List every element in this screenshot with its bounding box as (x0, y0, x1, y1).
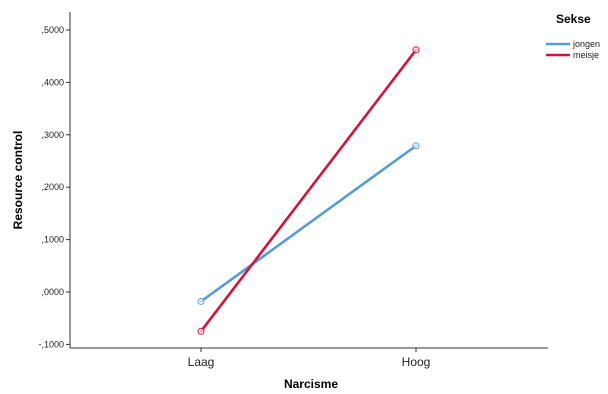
series-meisje (197, 46, 420, 335)
series-layer (197, 46, 420, 335)
data-point (412, 46, 420, 54)
legend-title: Sekse (556, 12, 591, 26)
y-tick-label: ,4000 (41, 77, 64, 87)
series-line (199, 144, 418, 303)
data-point (197, 327, 205, 335)
y-tick-label: ,3000 (41, 130, 64, 140)
y-tick-label: ,5000 (41, 25, 64, 35)
y-tick-label: ,0000 (41, 287, 64, 297)
x-tick-label: Hoog (402, 355, 431, 369)
x-axis-ticks: Laag Hoog (188, 348, 431, 369)
y-tick-label: ,2000 (41, 182, 64, 192)
series-line (199, 48, 418, 333)
legend-label: jongen (572, 39, 600, 49)
series-jongen (197, 142, 420, 305)
y-axis-ticks: -,1000 ,0000 ,1000 ,2000 ,3000 ,4000 ,5000 (38, 25, 70, 349)
data-point (197, 297, 205, 305)
y-tick-label: ,1000 (41, 235, 64, 245)
legend-label: meisje (573, 50, 599, 60)
plot-area (69, 12, 548, 349)
data-point (412, 142, 420, 150)
y-tick-label: -,1000 (38, 339, 64, 349)
x-axis-title: Narcisme (284, 377, 338, 391)
y-axis-title: Resource control (11, 131, 25, 230)
x-tick-label: Laag (188, 355, 215, 369)
